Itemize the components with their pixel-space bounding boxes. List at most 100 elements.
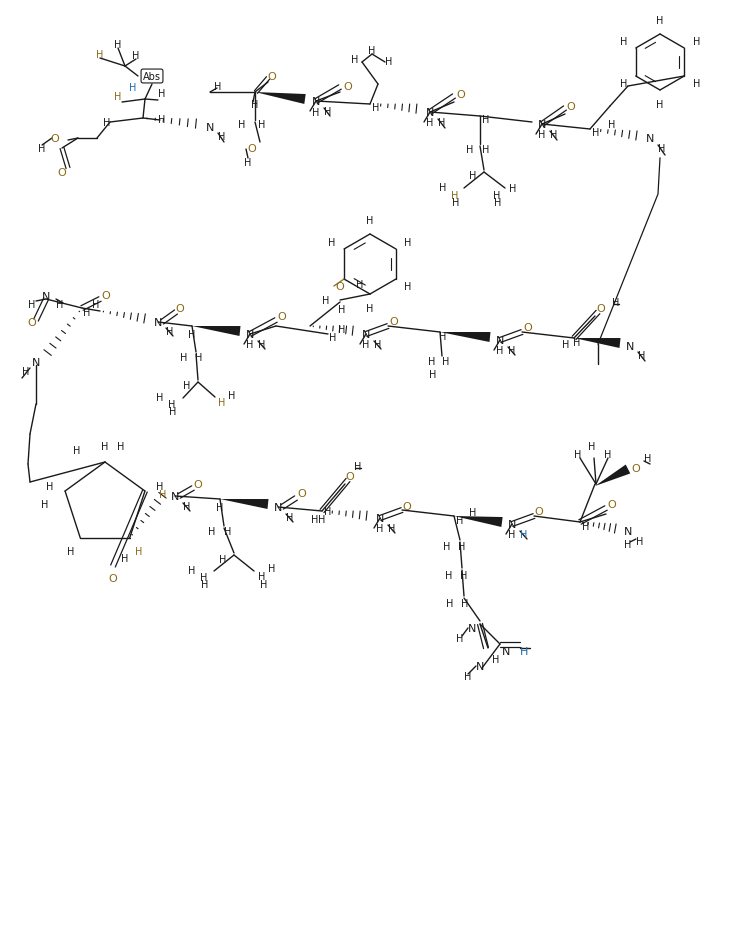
Text: H: H <box>656 16 664 26</box>
Text: H: H <box>362 340 370 349</box>
Text: H: H <box>83 308 90 318</box>
Text: H: H <box>96 50 104 59</box>
Text: H: H <box>609 120 616 130</box>
Text: H: H <box>22 366 29 377</box>
Text: O: O <box>608 499 617 510</box>
Text: H: H <box>218 397 226 408</box>
Polygon shape <box>454 516 503 528</box>
Text: H: H <box>404 281 412 292</box>
Polygon shape <box>192 327 240 337</box>
Text: H: H <box>388 523 395 533</box>
Text: H: H <box>604 449 612 460</box>
Text: H: H <box>376 523 384 533</box>
Text: N: N <box>538 120 546 130</box>
Text: H: H <box>374 340 381 349</box>
Text: H: H <box>445 570 453 581</box>
Text: H: H <box>659 143 666 154</box>
Text: O: O <box>456 90 465 100</box>
Text: H: H <box>354 462 362 471</box>
Text: N: N <box>154 318 162 328</box>
Text: H: H <box>562 340 570 349</box>
Text: H: H <box>101 442 109 451</box>
Text: H: H <box>385 57 392 67</box>
Text: H: H <box>93 299 100 310</box>
Text: O: O <box>403 501 412 512</box>
Text: H: H <box>442 357 450 366</box>
Text: H: H <box>201 572 208 582</box>
Text: H: H <box>551 130 558 140</box>
Text: N: N <box>42 292 50 302</box>
Text: H: H <box>429 370 437 379</box>
Text: H: H <box>188 329 196 340</box>
Text: N: N <box>206 123 214 133</box>
Text: H: H <box>466 144 473 155</box>
Text: N: N <box>508 519 516 530</box>
Text: H: H <box>57 299 64 310</box>
Text: H: H <box>492 654 500 665</box>
Text: N: N <box>625 342 634 351</box>
Text: H: H <box>312 108 320 118</box>
Text: H: H <box>451 191 459 201</box>
Text: N: N <box>502 647 510 656</box>
Text: H: H <box>183 501 190 512</box>
Text: H: H <box>224 527 232 536</box>
Text: H: H <box>438 118 445 127</box>
Text: N: N <box>32 358 40 367</box>
Text: H: H <box>482 115 490 125</box>
Text: H: H <box>446 598 453 608</box>
Text: H: H <box>258 340 265 349</box>
Text: H: H <box>41 499 49 510</box>
Text: H: H <box>460 570 467 581</box>
Text: H: H <box>624 539 631 549</box>
Text: H: H <box>312 514 319 525</box>
Text: H: H <box>462 598 469 608</box>
Text: H: H <box>493 191 501 201</box>
Text: H: H <box>495 198 502 208</box>
Text: O: O <box>298 488 306 498</box>
Text: H: H <box>135 547 143 556</box>
Text: H: H <box>692 37 700 47</box>
Text: O: O <box>335 281 344 292</box>
Text: O: O <box>57 168 66 177</box>
Text: H: H <box>592 127 600 138</box>
Text: O: O <box>631 464 640 474</box>
Text: H: H <box>456 515 464 526</box>
Text: O: O <box>268 72 276 82</box>
Text: H: H <box>67 547 74 556</box>
Text: H: H <box>244 158 251 168</box>
Text: H: H <box>452 198 459 208</box>
Text: H: H <box>219 554 226 565</box>
Text: H: H <box>368 46 376 56</box>
Text: H: H <box>251 100 259 110</box>
Text: H: H <box>201 580 209 589</box>
Text: O: O <box>345 471 354 481</box>
Text: H: H <box>132 51 140 61</box>
Text: H: H <box>520 647 528 656</box>
Text: H: H <box>574 449 581 460</box>
Text: N: N <box>376 514 384 523</box>
Text: O: O <box>278 312 287 322</box>
Text: H: H <box>426 118 434 127</box>
Text: H: H <box>318 514 326 525</box>
Polygon shape <box>220 499 268 510</box>
Text: H: H <box>104 118 111 127</box>
Text: H: H <box>645 453 652 464</box>
Text: H: H <box>429 357 436 366</box>
Text: H: H <box>366 216 373 226</box>
Text: O: O <box>597 304 606 313</box>
Text: N: N <box>496 336 504 346</box>
Text: O: O <box>344 82 352 92</box>
Text: H: H <box>157 393 164 402</box>
Text: H: H <box>538 130 545 140</box>
Text: H: H <box>356 279 364 290</box>
Text: H: H <box>46 481 54 492</box>
Text: H: H <box>470 171 477 181</box>
Text: H: H <box>129 83 137 93</box>
Text: H: H <box>656 100 664 110</box>
Text: N: N <box>646 134 654 143</box>
Text: H: H <box>620 79 627 89</box>
Text: H: H <box>115 92 122 102</box>
Text: H: H <box>246 340 254 349</box>
Text: H: H <box>287 513 294 522</box>
Text: H: H <box>440 331 447 342</box>
